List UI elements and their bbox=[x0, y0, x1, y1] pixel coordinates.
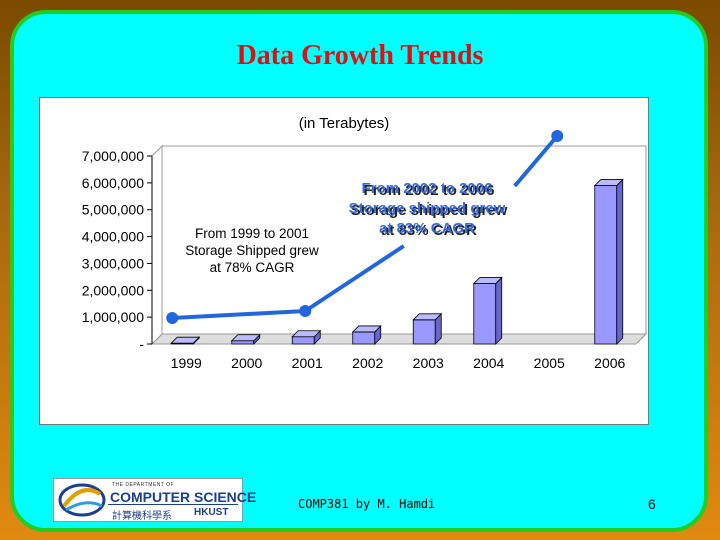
annotation-late-shadow: Storage shipped grew bbox=[351, 202, 508, 219]
bar bbox=[412, 312, 443, 345]
floor bbox=[150, 333, 648, 345]
growth-chart: (in Terabytes) - 1,000,000 2,000,000 3,000,0… bbox=[82, 115, 648, 371]
y-tick-label: 4,000,000 bbox=[82, 229, 144, 245]
y-tick-label: 6,000,000 bbox=[82, 175, 144, 191]
page-number: 6 bbox=[648, 496, 656, 512]
x-tick-label: 2001 bbox=[292, 355, 323, 371]
trend-point-end bbox=[551, 130, 564, 142]
trend-line-early bbox=[172, 309, 306, 320]
x-tick-label: 2005 bbox=[534, 355, 565, 371]
back-wall bbox=[161, 145, 647, 335]
department-logo: THE DEPARTMENT OF COMPUTER SCIENCE 計算機科學… bbox=[53, 478, 256, 522]
bar bbox=[351, 324, 382, 345]
trend-line-late bbox=[513, 134, 559, 188]
footer-text: COMP381 by M. Hamdi bbox=[298, 497, 436, 511]
bar bbox=[170, 336, 201, 345]
chart-title: (in Terabytes) bbox=[299, 115, 390, 132]
logo-univ-text: HKUST bbox=[194, 507, 229, 518]
slide-title: Data Growth Trends bbox=[236, 40, 484, 71]
logo-name-text: COMPUTER SCIENCE bbox=[110, 489, 257, 505]
logo-dept-text: THE DEPARTMENT OF bbox=[112, 482, 175, 488]
side-wall bbox=[151, 144, 163, 346]
annotation-early-line: From 1999 to 2001 bbox=[195, 226, 309, 241]
x-tick-label: 1999 bbox=[171, 355, 202, 371]
trend-line-mid bbox=[304, 244, 405, 313]
annotation-early-line: Storage Shipped grew bbox=[185, 243, 319, 258]
y-tick-label: 1,000,000 bbox=[82, 309, 144, 325]
x-tick-label: 2006 bbox=[594, 355, 625, 371]
x-tick-label: 2004 bbox=[473, 355, 504, 371]
bar bbox=[291, 329, 322, 345]
y-tick-label: 7,000,000 bbox=[82, 148, 144, 164]
annotation-late-line: at 83% CAGR bbox=[379, 220, 475, 237]
x-tick-label: 2000 bbox=[231, 355, 262, 371]
annotation-late-line: Storage shipped grew bbox=[349, 200, 506, 217]
x-tick-label: 2002 bbox=[352, 355, 383, 371]
y-tick-label: 5,000,000 bbox=[82, 202, 144, 218]
y-tick-label: 2,000,000 bbox=[82, 282, 144, 298]
bar bbox=[593, 178, 624, 345]
trend-point-mid bbox=[299, 305, 312, 317]
bar bbox=[230, 333, 261, 345]
annotation-late-shadow: at 83% CAGR bbox=[381, 222, 477, 239]
chart-container: (in Terabytes) - 1,000,000 2,000,000 3,000,0… bbox=[39, 97, 649, 425]
annotation-late-shadow: From 2002 to 2006 bbox=[364, 182, 495, 199]
x-tick-label: 2003 bbox=[413, 355, 444, 371]
y-tick-label: - bbox=[139, 336, 144, 352]
y-tick-label: 3,000,000 bbox=[82, 255, 144, 271]
annotation-early-line: at 78% CAGR bbox=[210, 260, 295, 275]
bar bbox=[472, 276, 503, 345]
annotation-late-line: From 2002 to 2006 bbox=[362, 180, 493, 197]
logo-divider bbox=[108, 504, 238, 505]
logo-swirl-icon bbox=[58, 483, 106, 517]
logo-chinese-text: 計算機科學系 bbox=[112, 511, 172, 522]
trend-point-start bbox=[166, 312, 179, 324]
